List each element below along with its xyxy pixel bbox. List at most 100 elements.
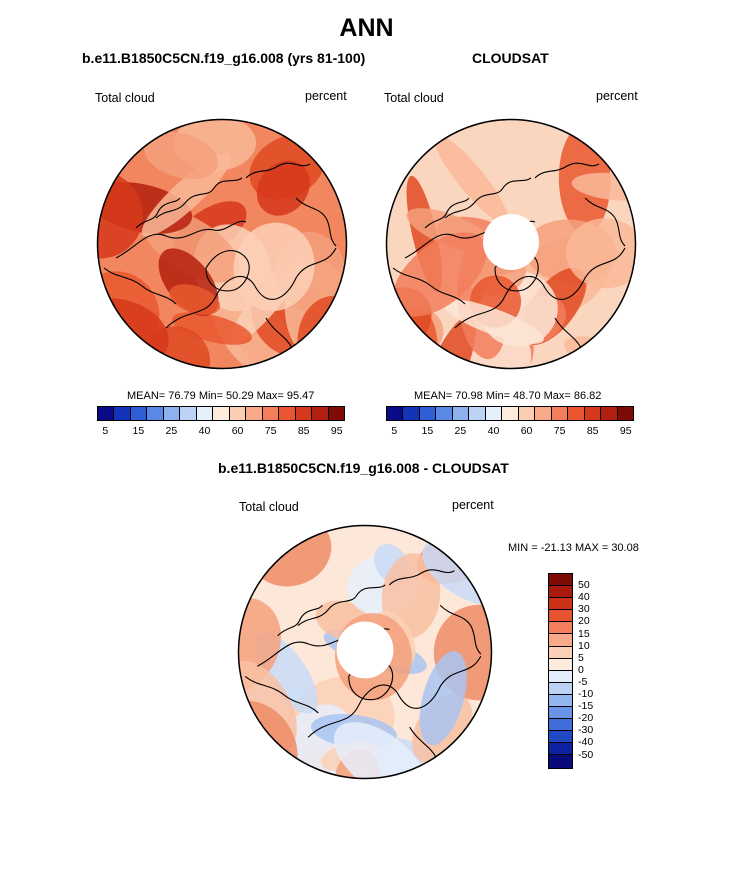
field-patch <box>419 651 467 746</box>
model-polar-map <box>96 118 348 370</box>
coastline <box>444 177 532 219</box>
coastline <box>439 604 482 655</box>
obs-subtitle: CLOUDSAT <box>472 50 549 66</box>
diff-colorbar-swatch <box>549 731 572 744</box>
map-border <box>237 524 493 780</box>
obs-colorbar-swatch <box>469 407 486 420</box>
model-colorbar-swatch <box>130 407 148 420</box>
field-patch <box>333 722 427 779</box>
diff-colorbar-tick: -10 <box>578 688 594 700</box>
obs-colorbar-swatch <box>551 407 569 420</box>
diff-colorbar-tick: 10 <box>578 639 590 652</box>
field-patch <box>256 160 310 216</box>
diff-colorbar-tick: 0 <box>578 663 584 676</box>
diff-colorbar-tick: -15 <box>578 700 594 713</box>
diff-colorbar-swatch <box>549 719 572 732</box>
model-colorbar-swatch <box>196 407 214 420</box>
obs-variable-label: Total cloud <box>384 91 444 105</box>
obs-colorbar-tick: 85 <box>586 425 599 437</box>
model-colorbar-tick: 15 <box>132 425 145 437</box>
model-colorbar-swatch <box>312 407 329 420</box>
field-patch <box>233 222 315 312</box>
coastline <box>135 197 181 229</box>
coastline <box>392 267 466 305</box>
diff-colorbar-swatch <box>549 707 572 720</box>
obs-units-label: percent <box>596 89 638 103</box>
field-patch <box>420 315 476 369</box>
model-colorbar-tick: 95 <box>330 425 343 437</box>
diff-colorbar-tick: 15 <box>578 627 590 640</box>
coastline <box>205 250 250 292</box>
diff-polar-map <box>237 524 493 780</box>
obs-colorbar-tick: 40 <box>487 425 500 437</box>
coastline <box>584 197 626 247</box>
obs-colorbar-tick: 15 <box>421 425 434 437</box>
model-colorbar-swatch <box>262 407 280 420</box>
obs-colorbar-swatch <box>568 407 585 420</box>
obs-colorbar-swatch <box>452 407 470 420</box>
main-title: ANN <box>339 14 394 42</box>
obs-colorbar-tick: 75 <box>553 425 566 437</box>
diff-colorbar-tick: -30 <box>578 724 594 737</box>
obs-colorbar: 5 15 25 40 60 75 85 95 <box>386 406 634 437</box>
obs-colorbar-tick: 5 <box>391 425 398 437</box>
obs-colorbar-tick: 95 <box>619 425 632 437</box>
diff-colorbar-swatch <box>549 755 572 768</box>
diff-colorbar-tick: 50 <box>578 579 590 592</box>
diff-colorbar-swatch <box>549 646 572 659</box>
coastline <box>295 197 337 247</box>
field-patch <box>442 299 544 344</box>
obs-colorbar-swatch <box>601 407 618 420</box>
obs-colorbar-swatch <box>617 407 634 420</box>
obs-colorbar-swatch <box>485 407 503 420</box>
model-stats: MEAN= 76.79 Min= 50.29 Max= 95.47 <box>127 390 315 402</box>
obs-polar-map <box>385 118 637 370</box>
diff-colorbar-tick: 20 <box>578 615 590 628</box>
model-colorbar-swatch <box>147 407 164 420</box>
obs-colorbar-tick: 25 <box>454 425 467 437</box>
model-colorbar: 5 15 25 40 60 75 85 95 <box>97 406 345 437</box>
diff-variable-label: Total cloud <box>239 500 299 514</box>
model-subtitle: b.e11.B1850C5CN.f19_g16.008 (yrs 81-100) <box>82 50 366 66</box>
coastline <box>307 655 482 738</box>
model-colorbar-tick: 85 <box>297 425 310 437</box>
coastline <box>165 247 337 329</box>
diff-colorbar-tick: -40 <box>578 736 594 749</box>
field-patch <box>143 131 218 180</box>
obs-colorbar-swatch <box>403 407 420 420</box>
diff-colorbar-tick: -5 <box>578 675 588 688</box>
diff-colorbar-swatch <box>549 670 572 683</box>
diff-colorbar-tick: 5 <box>578 651 584 664</box>
coastline <box>155 177 243 219</box>
diff-colorbar-swatch <box>549 634 572 647</box>
coastline <box>424 197 470 229</box>
coastline <box>388 569 455 586</box>
model-colorbar-tick: 5 <box>102 425 109 437</box>
diff-colorbar-swatch <box>549 574 572 587</box>
diff-colorbar-swatch <box>549 694 572 708</box>
obs-stats: MEAN= 70.98 Min= 48.70 Max= 86.82 <box>414 390 602 402</box>
coastline <box>534 162 600 179</box>
coastline <box>245 162 311 179</box>
diff-colorbar-swatch <box>549 586 572 599</box>
model-colorbar-tick: 40 <box>198 425 211 437</box>
diff-colorbar-tick: -20 <box>578 712 594 725</box>
model-colorbar-swatch <box>229 407 247 420</box>
model-colorbar-tick: 60 <box>231 425 244 437</box>
coastline <box>103 267 177 305</box>
diff-colorbar-swatch <box>549 682 572 695</box>
map-border <box>96 118 348 370</box>
diff-colorbar-swatch <box>549 622 572 635</box>
obs-colorbar-swatch <box>502 407 519 420</box>
obs-colorbar-swatch <box>584 407 602 420</box>
diff-colorbar-tick: 40 <box>578 591 590 604</box>
model-colorbar-swatch <box>163 407 181 420</box>
model-colorbar-swatch <box>295 407 313 420</box>
diff-colorbar-swatch <box>549 743 572 756</box>
model-colorbar-swatch <box>114 407 131 420</box>
obs-colorbar-tick: 60 <box>520 425 533 437</box>
coastline <box>244 675 319 714</box>
missing-data-hole <box>483 214 539 270</box>
coastline <box>454 247 626 329</box>
diff-colorbar-swatch <box>549 598 572 611</box>
